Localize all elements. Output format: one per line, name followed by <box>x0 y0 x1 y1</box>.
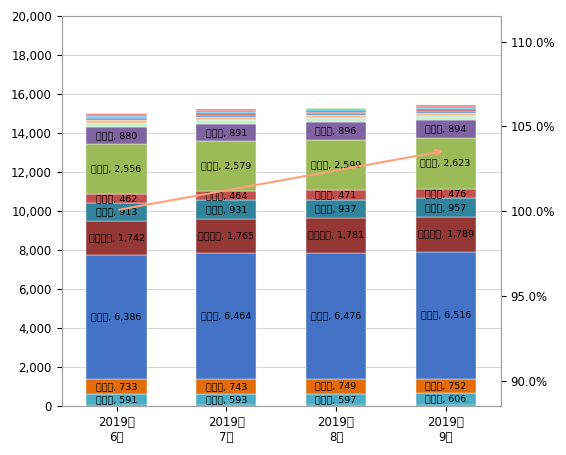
Text: 千葉県, 743: 千葉県, 743 <box>205 382 247 391</box>
Bar <box>196 110 256 111</box>
Bar <box>415 113 476 116</box>
Bar <box>415 120 476 137</box>
Bar <box>87 255 147 379</box>
Bar <box>415 116 476 120</box>
Bar <box>196 115 256 117</box>
Text: 千葉県, 752: 千葉県, 752 <box>425 381 466 390</box>
Text: 埼玉県, 593: 埼玉県, 593 <box>205 395 247 404</box>
Bar <box>196 253 256 379</box>
Text: 大阪府, 2,599: 大阪府, 2,599 <box>311 161 361 170</box>
Text: 愛知県, 931: 愛知県, 931 <box>205 205 247 214</box>
Bar <box>87 120 147 123</box>
Bar <box>87 144 147 194</box>
Bar <box>415 108 476 109</box>
Bar <box>415 393 476 405</box>
Bar <box>415 189 476 198</box>
Text: 京都府, 471: 京都府, 471 <box>315 191 357 199</box>
Bar <box>415 252 476 379</box>
Bar <box>87 115 147 116</box>
Bar <box>415 106 476 107</box>
Text: 東京都, 6,476: 東京都, 6,476 <box>311 311 361 320</box>
Bar <box>196 394 256 405</box>
Bar <box>196 120 256 124</box>
Bar <box>306 108 366 109</box>
Text: 神奈川県, 1,742: 神奈川県, 1,742 <box>88 233 144 243</box>
Bar <box>87 221 147 255</box>
Bar <box>196 117 256 120</box>
Text: 神奈川県, 1,781: 神奈川県, 1,781 <box>308 231 364 240</box>
Text: 埼玉県, 597: 埼玉県, 597 <box>315 395 357 404</box>
Text: 千葉県, 749: 千葉県, 749 <box>315 382 357 391</box>
Bar <box>196 112 256 113</box>
Bar <box>306 200 366 218</box>
Bar <box>196 201 256 219</box>
Bar <box>87 405 147 406</box>
Text: 愛知県, 937: 愛知県, 937 <box>315 204 357 213</box>
Bar <box>87 113 147 114</box>
Text: 大阪府, 2,556: 大阪府, 2,556 <box>92 165 142 174</box>
Bar <box>87 394 147 405</box>
Text: 京都府, 462: 京都府, 462 <box>96 194 137 203</box>
Bar <box>196 111 256 112</box>
Bar <box>306 122 366 140</box>
Bar <box>306 190 366 200</box>
Bar <box>415 107 476 108</box>
Bar <box>87 114 147 115</box>
Bar <box>87 116 147 118</box>
Text: 兵庫県, 891: 兵庫県, 891 <box>205 128 247 137</box>
Text: 兵庫県, 896: 兵庫県, 896 <box>315 126 357 136</box>
Text: 千葉県, 733: 千葉県, 733 <box>96 382 138 391</box>
Bar <box>415 137 476 189</box>
Text: 兵庫県, 894: 兵庫県, 894 <box>425 124 466 133</box>
Text: 東京都, 6,516: 東京都, 6,516 <box>421 311 471 319</box>
Bar <box>306 253 366 379</box>
Bar <box>415 217 476 252</box>
Bar <box>415 198 476 217</box>
Text: 京都府, 464: 京都府, 464 <box>205 192 247 201</box>
Bar <box>306 115 366 118</box>
Bar <box>196 113 256 115</box>
Text: 埼玉県, 591: 埼玉県, 591 <box>96 395 137 404</box>
Bar <box>306 109 366 111</box>
Bar <box>87 127 147 144</box>
Bar <box>415 111 476 113</box>
Text: 京都府, 476: 京都府, 476 <box>425 189 466 198</box>
Bar <box>196 141 256 192</box>
Bar <box>306 111 366 113</box>
Bar <box>87 203 147 221</box>
Bar <box>306 140 366 190</box>
Bar <box>306 113 366 115</box>
Bar <box>196 379 256 394</box>
Bar <box>87 379 147 394</box>
Bar <box>87 123 147 127</box>
Bar <box>415 379 476 393</box>
Bar <box>196 124 256 141</box>
Text: 大阪府, 2,579: 大阪府, 2,579 <box>201 162 251 171</box>
Bar <box>306 379 366 394</box>
Bar <box>415 405 476 406</box>
Text: 東京都, 6,386: 東京都, 6,386 <box>91 313 142 322</box>
Text: 愛知県, 913: 愛知県, 913 <box>96 207 137 217</box>
Text: 埼玉県, 606: 埼玉県, 606 <box>425 395 466 404</box>
Bar <box>196 405 256 406</box>
Bar <box>306 405 366 406</box>
Bar <box>196 192 256 201</box>
Text: 東京都, 6,464: 東京都, 6,464 <box>201 312 251 321</box>
Bar <box>415 109 476 111</box>
Text: 愛知県, 957: 愛知県, 957 <box>425 203 466 212</box>
Bar <box>306 118 366 122</box>
Text: 神奈川県, 1,765: 神奈川県, 1,765 <box>198 231 254 240</box>
Bar <box>87 118 147 120</box>
Text: 兵庫県, 880: 兵庫県, 880 <box>96 131 137 140</box>
Bar <box>87 194 147 203</box>
Text: 大阪府, 2,623: 大阪府, 2,623 <box>421 159 471 167</box>
Bar <box>306 218 366 253</box>
Text: 神奈川県, 1,789: 神奈川県, 1,789 <box>418 230 474 238</box>
Bar <box>306 394 366 405</box>
Bar <box>196 219 256 253</box>
